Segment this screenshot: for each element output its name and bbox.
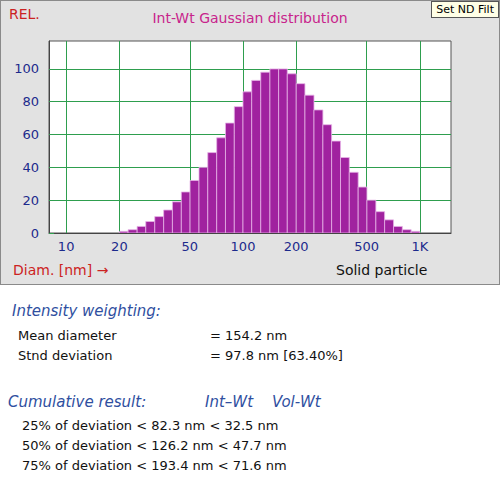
svg-text:20: 20 [111,239,128,254]
svg-text:40: 40 [22,160,39,175]
html-text:Mean diameter: Mean diameter [18,328,117,343]
svg-text:100: 100 [14,61,39,76]
svg-text:REL.: REL. [9,6,40,22]
svg-text:200: 200 [284,239,309,254]
html-text:Set ND Filt: Set ND Filt [436,3,494,16]
svg-text:0: 0 [31,226,39,241]
html-text:25% of deviation < 82.3 nm < 3: 25% of deviation < 82.3 nm < 32.5 nm [22,418,279,433]
svg-text:10: 10 [58,239,75,254]
html-text:50% of deviation < 126.2 nm <: 50% of deviation < 126.2 nm < 47.7 nm [22,438,287,453]
svg-text:60: 60 [22,127,39,142]
html-text:Vol-Wt: Vol-Wt [272,393,321,411]
html-text:75% of deviation < 193.4 nm <: 75% of deviation < 193.4 nm < 71.6 nm [22,458,287,473]
svg-text:100: 100 [231,239,256,254]
svg-text:50: 50 [181,239,198,254]
html-text:Intensity weighting:: Intensity weighting: [12,302,161,320]
svg-text:Int-Wt Gaussian distribution: Int-Wt Gaussian distribution [152,10,347,26]
svg-text:1K: 1K [411,239,428,254]
svg-text:20: 20 [22,193,39,208]
svg-text:Diam. [nm] →: Diam. [nm] → [13,262,109,278]
html-text:Stnd deviation: Stnd deviation [18,348,113,363]
html-text:= 97.8 nm [63.40%]: = 97.8 nm [63.40%] [210,348,343,363]
svg-text:Solid particle: Solid particle [336,262,427,278]
svg-text:500: 500 [354,239,379,254]
svg-text:80: 80 [22,94,39,109]
html-text:= 154.2 nm: = 154.2 nm [210,328,288,343]
html-text:Cumulative result:: Cumulative result: [8,393,147,411]
html-text:Int–Wt: Int–Wt [205,393,253,411]
